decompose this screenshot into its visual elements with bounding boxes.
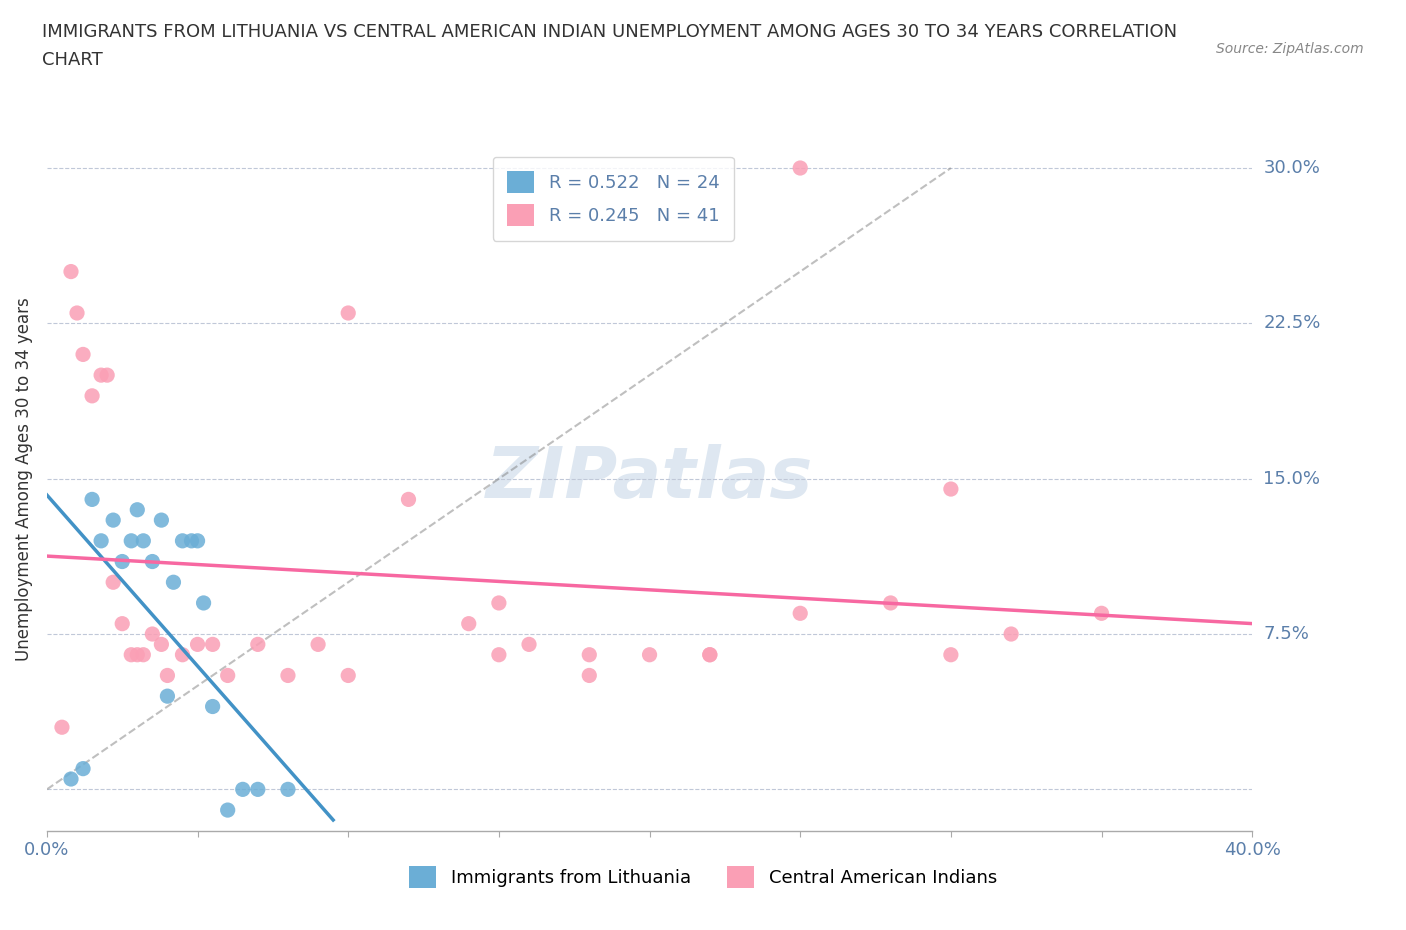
Point [337, 668, 360, 683]
Point [187, 534, 209, 549]
Point [246, 637, 269, 652]
Point [1000, 627, 1022, 642]
Point [51, 720, 73, 735]
Point [217, 668, 239, 683]
Point [879, 595, 901, 610]
Text: Source: ZipAtlas.com: Source: ZipAtlas.com [1216, 42, 1364, 56]
Point [1090, 605, 1112, 620]
Point [457, 617, 479, 631]
Text: 15.0%: 15.0% [1264, 470, 1320, 487]
Point [90, 534, 112, 549]
Point [789, 161, 811, 176]
Point [132, 534, 155, 549]
Point [638, 647, 661, 662]
Point [307, 865, 329, 880]
Point [307, 637, 329, 652]
Point [101, 512, 124, 527]
Point [120, 647, 142, 662]
Point [127, 502, 149, 517]
Point [156, 668, 179, 683]
Point [162, 575, 184, 590]
Point [111, 617, 134, 631]
Point [120, 534, 142, 549]
Text: 30.0%: 30.0% [1264, 159, 1320, 177]
Point [232, 782, 254, 797]
Point [66, 306, 89, 321]
Point [193, 595, 215, 610]
Point [59, 264, 82, 279]
Text: 22.5%: 22.5% [1264, 314, 1320, 332]
Text: IMMIGRANTS FROM LITHUANIA VS CENTRAL AMERICAN INDIAN UNEMPLOYMENT AMONG AGES 30 : IMMIGRANTS FROM LITHUANIA VS CENTRAL AME… [42, 23, 1177, 41]
Point [398, 492, 420, 507]
Point [488, 595, 510, 610]
Point [277, 668, 299, 683]
Point [59, 772, 82, 787]
Text: ZIPatlas: ZIPatlas [486, 445, 813, 513]
Point [96, 367, 118, 382]
Point [101, 575, 124, 590]
Point [111, 554, 134, 569]
Point [132, 647, 155, 662]
Point [80, 492, 103, 507]
Point [517, 637, 540, 652]
Point [156, 689, 179, 704]
Point [172, 647, 194, 662]
Point [127, 647, 149, 662]
Point [72, 762, 94, 777]
Point [939, 482, 962, 497]
Point [277, 782, 299, 797]
Point [187, 637, 209, 652]
Point [150, 637, 173, 652]
Point [337, 306, 360, 321]
Point [939, 647, 962, 662]
Y-axis label: Unemployment Among Ages 30 to 34 years: Unemployment Among Ages 30 to 34 years [15, 297, 32, 660]
Point [488, 647, 510, 662]
Point [172, 534, 194, 549]
Point [141, 627, 163, 642]
Point [72, 347, 94, 362]
Point [699, 647, 721, 662]
Point [201, 637, 224, 652]
Legend: R = 0.522   N = 24, R = 0.245   N = 41: R = 0.522 N = 24, R = 0.245 N = 41 [494, 157, 734, 241]
Point [246, 782, 269, 797]
Point [141, 554, 163, 569]
Point [578, 647, 600, 662]
Point [90, 367, 112, 382]
Point [150, 512, 173, 527]
Point [180, 534, 202, 549]
Point [578, 668, 600, 683]
Point [80, 389, 103, 404]
Point [292, 844, 315, 859]
Point [699, 647, 721, 662]
Point [201, 699, 224, 714]
Legend: Immigrants from Lithuania, Central American Indians: Immigrants from Lithuania, Central Ameri… [395, 852, 1011, 902]
Point [217, 803, 239, 817]
Text: 7.5%: 7.5% [1264, 625, 1309, 643]
Point [789, 605, 811, 620]
Text: CHART: CHART [42, 51, 103, 69]
